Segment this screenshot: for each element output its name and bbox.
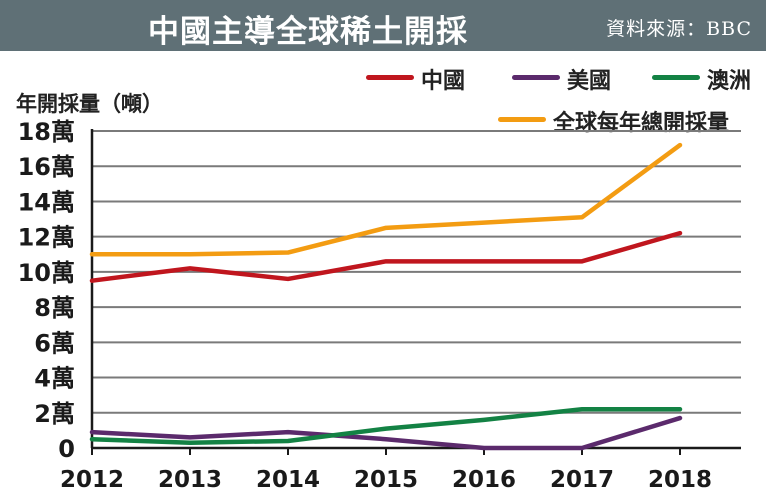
- legend-label-usa: 美國: [567, 69, 612, 94]
- x-tick-label: 2017: [550, 467, 614, 493]
- y-tick-label: 4萬: [34, 365, 75, 393]
- series-line-0: [89, 230, 683, 283]
- legend-label-china: 中國: [421, 69, 466, 94]
- series-line-3: [89, 142, 683, 257]
- y-tick-label: 2萬: [34, 400, 75, 428]
- x-tick-label: 2015: [354, 467, 418, 493]
- y-tick-label: 16萬: [18, 153, 75, 181]
- y-tick-label: 8萬: [34, 294, 75, 322]
- y-tick-label: 12萬: [18, 224, 75, 252]
- chart-header: 中國主導全球稀土開採 資料來源：BBC: [0, 0, 766, 51]
- x-tick-label: 2013: [158, 467, 222, 493]
- legend-swatch-world-total: [498, 117, 546, 122]
- legend-label-australia: 澳洲: [707, 69, 752, 94]
- legend-swatch-usa: [512, 75, 560, 80]
- series-line-2: [89, 407, 683, 445]
- y-tick-label: 10萬: [18, 259, 75, 287]
- series-line-1: [89, 415, 683, 451]
- x-tick-label: 2018: [648, 467, 712, 493]
- y-tick-label: 6萬: [34, 329, 75, 357]
- x-tick-label: 2012: [60, 467, 124, 493]
- y-tick-label: 0: [58, 435, 75, 463]
- x-tick-label: 2016: [452, 467, 516, 493]
- x-tick-label: 2014: [256, 467, 320, 493]
- legend-swatch-australia: [652, 75, 700, 80]
- y-tick-label: 18萬: [18, 118, 75, 146]
- y-tick-label: 14萬: [18, 188, 75, 216]
- y-axis-title: 年開採量（噸）: [16, 92, 163, 116]
- legend-swatch-china: [366, 75, 414, 80]
- source-credit: 資料來源：BBC: [606, 18, 752, 40]
- chart-title: 中國主導全球稀土開採: [148, 14, 468, 50]
